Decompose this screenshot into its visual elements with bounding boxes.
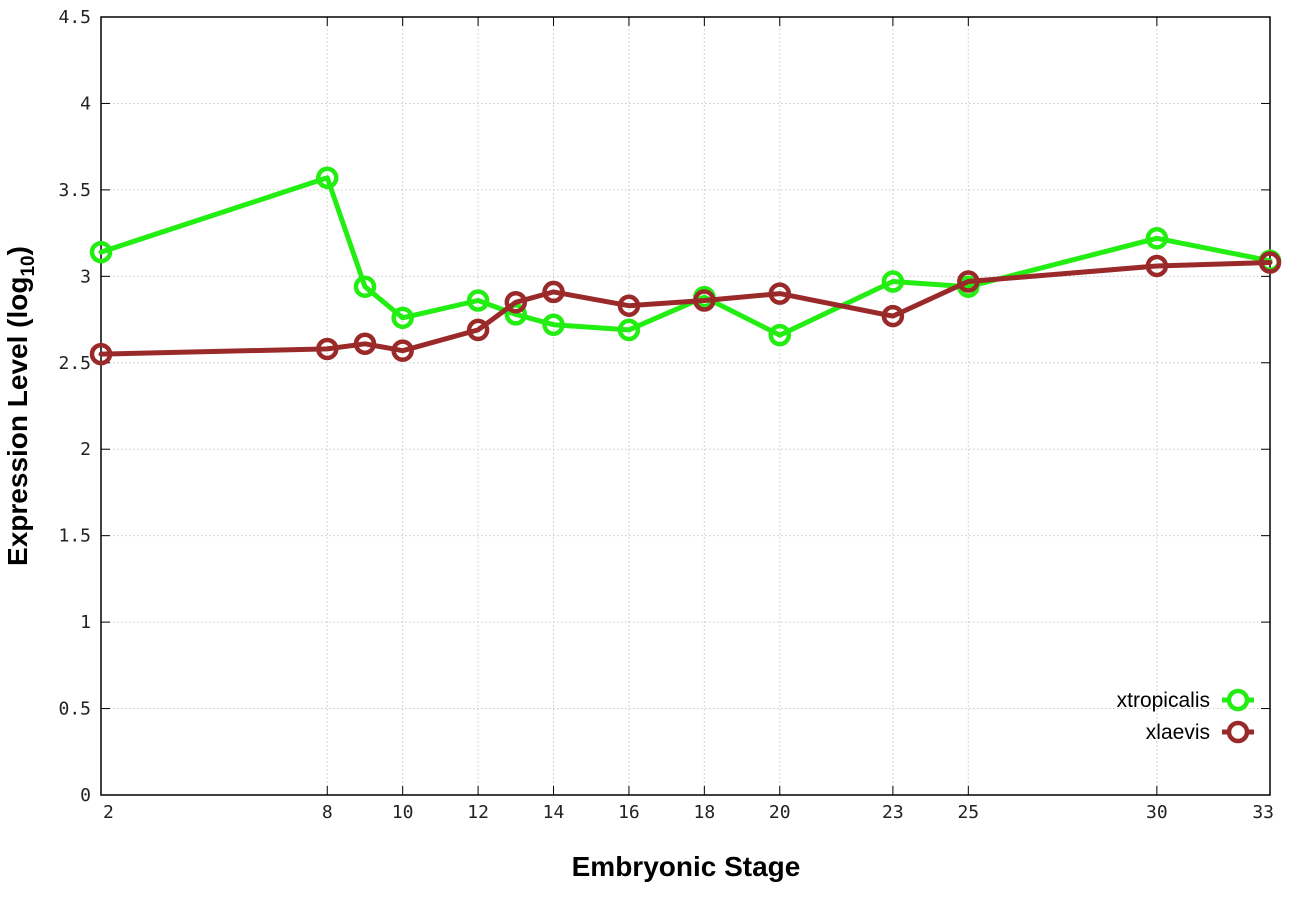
data-point-xlaevis: [693, 289, 716, 312]
x-tick-label: 23: [882, 802, 904, 823]
x-tick-label: 20: [769, 802, 791, 823]
data-point-xlaevis: [504, 291, 528, 314]
data-point-xlaevis: [768, 282, 792, 305]
legend-entry-xtropicalis: xtropicalis: [1117, 688, 1254, 712]
data-point-xlaevis: [391, 339, 414, 362]
x-axis-title: Embryonic Stage: [572, 851, 801, 882]
y-tick-label: 2: [80, 439, 91, 460]
y-tick-label: 4: [80, 93, 91, 114]
x-tick-label: 33: [1252, 802, 1274, 823]
data-point-xlaevis: [316, 337, 339, 361]
x-tick-label: 25: [957, 802, 979, 823]
x-tick-label: 2: [103, 802, 114, 823]
legend-sample-marker: [1226, 688, 1250, 712]
data-point-xlaevis: [617, 294, 641, 317]
data-point-xlaevis: [466, 318, 490, 342]
series-line-xtropicalis: [98, 175, 1273, 338]
x-tick-label: 8: [322, 802, 333, 823]
y-axis-title-close: ): [2, 246, 33, 255]
data-point-xtropicalis: [617, 318, 641, 342]
y-tick-label: 0: [80, 785, 91, 806]
data-point-xlaevis: [957, 270, 980, 293]
data-point-xtropicalis: [391, 306, 414, 330]
data-point-xlaevis: [1258, 251, 1282, 274]
data-point-xtropicalis: [316, 166, 339, 190]
y-axis-title: Expression Level (log10): [2, 246, 39, 566]
y-tick-label: 4.5: [58, 7, 91, 28]
y-tick-label: 0.5: [58, 699, 91, 720]
legend-label: xlaevis: [1146, 721, 1210, 744]
y-tick-label: 1.5: [58, 526, 91, 547]
plot-frame: [100, 16, 1271, 796]
data-point-xtropicalis: [881, 270, 905, 293]
data-point-xlaevis: [542, 280, 565, 304]
series-line-xlaevis: [98, 260, 1273, 357]
data-point-xlaevis: [881, 304, 905, 328]
data-point-xtropicalis: [768, 323, 792, 347]
data-point-xtropicalis: [89, 240, 113, 264]
series-xtropicalis: [89, 166, 1282, 347]
series-layer: [89, 166, 1282, 366]
y-tick-label: 1: [80, 612, 91, 633]
legend: xtropicalis xlaevis: [1117, 688, 1254, 744]
data-point-xlaevis: [89, 342, 113, 366]
data-point-xtropicalis: [542, 313, 565, 336]
axis-ticks: 0 0.5 1 1.5 2 2.5 3 3.5 4 4.5 2 8 10 12 14 16 18 20 23 25 30…: [58, 7, 1274, 823]
data-point-xlaevis: [1145, 254, 1169, 278]
grid: [101, 17, 1270, 795]
y-tick-label: 2.5: [58, 353, 91, 374]
x-tick-label: 14: [543, 802, 565, 823]
y-tick-label: 3.5: [58, 180, 91, 201]
y-axis-title-main: Expression Level (log: [2, 277, 33, 566]
x-tick-label: 30: [1146, 802, 1168, 823]
data-point-xtropicalis: [353, 275, 377, 298]
y-axis-title-subscript: 10: [18, 255, 39, 276]
data-point-xtropicalis: [1145, 227, 1169, 250]
legend-entry-xlaevis: xlaevis: [1146, 720, 1254, 744]
series-xlaevis: [89, 251, 1282, 366]
legend-sample-marker: [1226, 720, 1250, 744]
y-tick-label: 3: [80, 266, 91, 287]
x-tick-label: 10: [392, 802, 414, 823]
data-point-xlaevis: [353, 332, 377, 356]
x-tick-label: 16: [618, 802, 640, 823]
x-tick-label: 18: [694, 802, 716, 823]
x-tick-label: 12: [467, 802, 489, 823]
data-point-xtropicalis: [466, 289, 490, 312]
legend-label: xtropicalis: [1117, 689, 1210, 712]
